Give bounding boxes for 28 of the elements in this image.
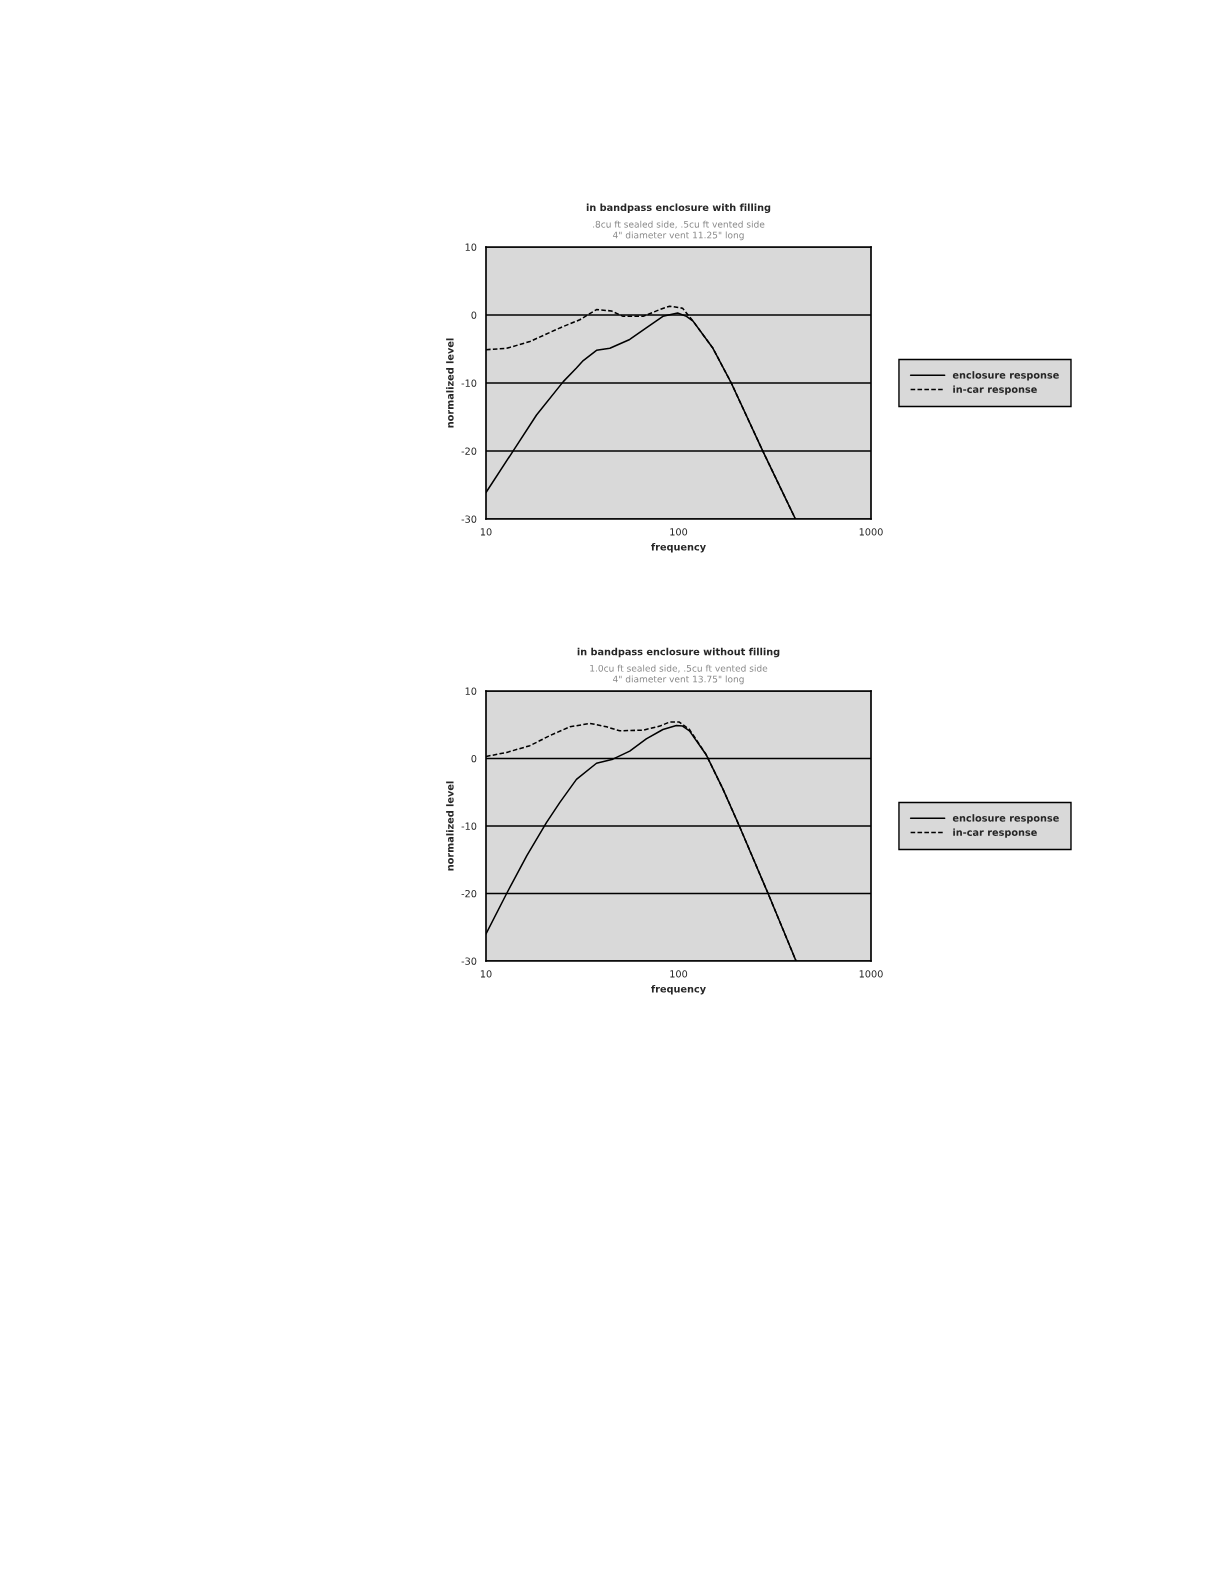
chart-subtitle: 1.0cu ft sealed side, .5cu ft vented side 4" diameter vent 13.75" long [590, 664, 768, 685]
y-tick-label: 10 [465, 687, 477, 695]
legend-label: in-car response [953, 385, 1037, 395]
y-tick-label: -20 [461, 889, 477, 898]
x-tick-label: 1000 [859, 528, 883, 536]
y-tick-label: -20 [461, 447, 477, 455]
y-tick-label: -30 [461, 957, 477, 965]
y-tick-label: 10 [465, 243, 477, 251]
legend-label: enclosure response [952, 814, 1059, 824]
y-tick-label: -10 [461, 379, 477, 387]
x-tick-label: 1000 [859, 970, 883, 978]
legend-label: enclosure response [952, 371, 1059, 381]
x-tick-label: 100 [670, 970, 688, 978]
y-tick-label: -10 [461, 822, 477, 830]
y-tick-label: 0 [471, 754, 477, 763]
x-tick-label: 100 [670, 528, 688, 536]
x-axis-title: frequency [651, 984, 706, 995]
x-tick-label: 10 [480, 528, 492, 536]
x-axis-title: frequency [651, 542, 706, 553]
y-tick-label: 0 [471, 311, 477, 319]
y-axis-title: normalized level [446, 781, 454, 871]
y-tick-label: -30 [461, 515, 477, 523]
chart-title: in bandpass enclosure without filling [577, 647, 780, 658]
y-axis-title: normalized level [446, 338, 454, 428]
chart-title: in bandpass enclosure with filling [586, 203, 771, 213]
legend-label: in-car response [953, 828, 1037, 838]
chart-subtitle: .8cu ft sealed side, .5cu ft vented side 4" diameter vent 11.25" long [593, 220, 765, 241]
x-tick-label: 10 [480, 970, 492, 978]
